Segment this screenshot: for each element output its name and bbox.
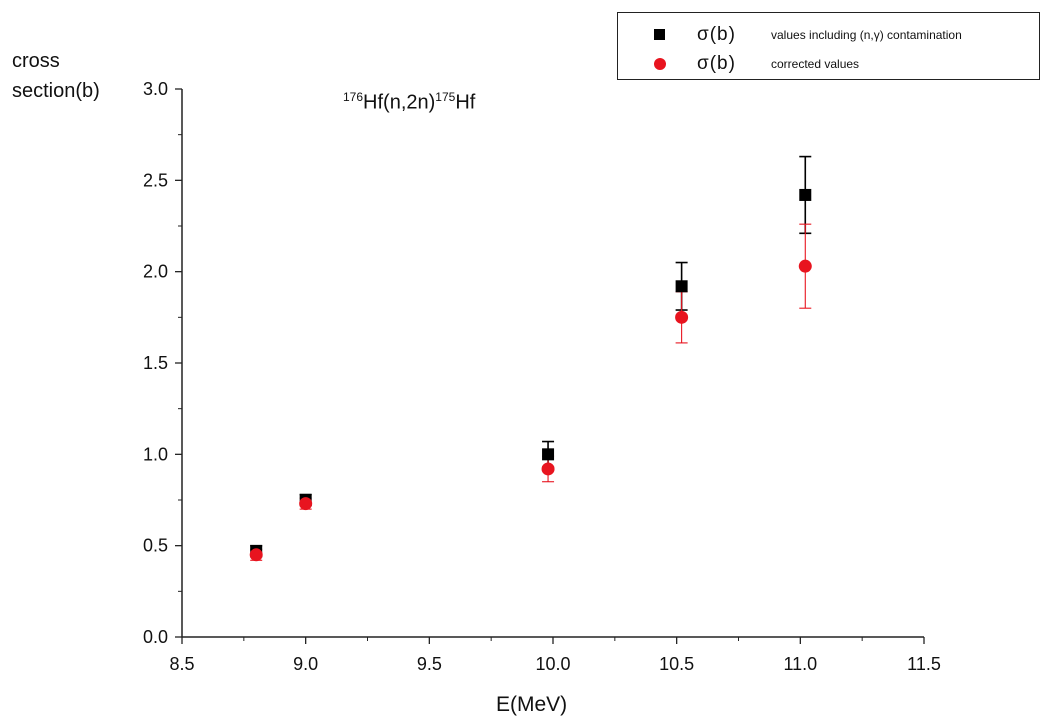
series-contaminated — [250, 155, 812, 558]
data-point-circle — [675, 310, 689, 324]
legend-series-description: values including (n,γ) contamination — [771, 28, 962, 42]
title-superscript-mass-b: 175 — [435, 90, 456, 104]
y-tick-label: 2.0 — [143, 262, 168, 282]
chart-legend: σ(b) values including (n,γ) contaminatio… — [617, 12, 1040, 80]
legend-square-marker-icon — [654, 29, 665, 40]
legend-item-corrected: σ(b) corrected values — [618, 51, 1039, 77]
data-point-square — [675, 280, 688, 293]
x-tick-label: 10.0 — [535, 654, 570, 674]
y-tick-label: 1.5 — [143, 353, 168, 373]
legend-item-contaminated: σ(b) values including (n,γ) contaminatio… — [618, 22, 1039, 48]
y-axis-label-line-1: cross — [12, 50, 60, 72]
legend-series-description: corrected values — [771, 57, 860, 71]
x-tick-label: 10.5 — [659, 654, 694, 674]
y-tick-label: 3.0 — [143, 79, 168, 99]
legend-circle-marker-icon — [654, 58, 666, 70]
x-tick-label: 9.0 — [293, 654, 318, 674]
data-point-circle — [798, 259, 812, 273]
y-tick-label: 0.0 — [143, 627, 168, 647]
chart-axes: 8.5 9.0 9.5 10.0 10.5 11.0 11.5 0.0 0.5 1.0 1.5 2.0… — [143, 79, 941, 674]
y-tick-label: 1.0 — [143, 444, 168, 464]
y-tick-label: 0.5 — [143, 536, 168, 556]
data-point-circle — [541, 462, 555, 476]
chart-title: 176Hf(n,2n)175Hf — [343, 90, 475, 115]
title-reaction: Hf(n,2n) — [363, 91, 436, 114]
legend-series-name: σ(b) — [697, 24, 736, 45]
x-tick-label: 9.5 — [417, 654, 442, 674]
chart-marks — [249, 155, 812, 562]
x-tick-label: 11.5 — [907, 654, 941, 674]
y-tick-label: 2.5 — [143, 170, 168, 190]
x-tick-label: 8.5 — [169, 654, 194, 674]
x-axis-label: E(MeV) — [496, 693, 568, 716]
x-tick-label: 11.0 — [783, 654, 817, 674]
title-superscript-mass-a: 176 — [343, 90, 364, 104]
legend-series-name: σ(b) — [697, 53, 736, 74]
data-point-circle — [299, 497, 313, 511]
data-point-square — [542, 448, 555, 461]
y-axis-label-line-2: section(b) — [12, 80, 100, 102]
data-point-square — [799, 188, 812, 201]
data-point-circle — [249, 548, 263, 562]
title-product: Hf — [455, 91, 476, 114]
series-corrected — [250, 223, 812, 561]
